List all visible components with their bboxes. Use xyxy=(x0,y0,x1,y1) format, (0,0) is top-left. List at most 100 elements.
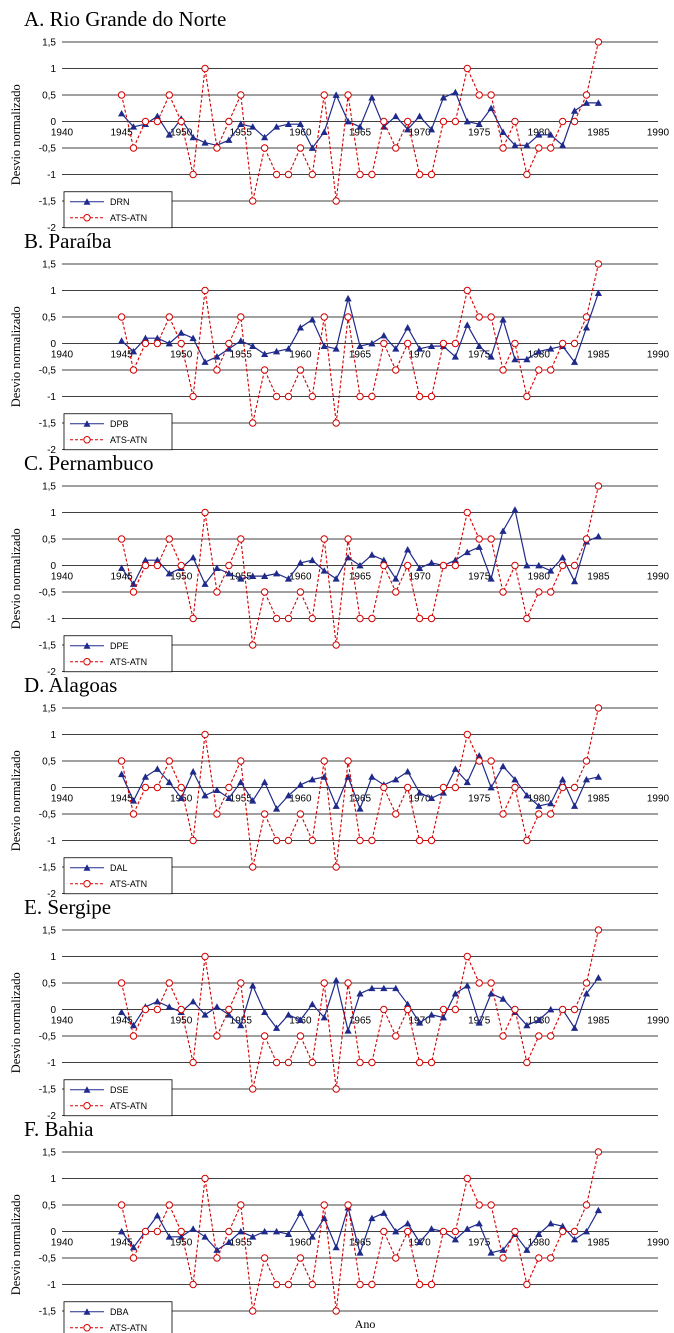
data-point-triangle xyxy=(523,355,531,363)
legend-marker-circle xyxy=(83,658,91,666)
data-point-triangle xyxy=(213,1003,221,1010)
data-point-triangle xyxy=(272,569,281,577)
data-point-circle xyxy=(332,419,340,427)
data-point-circle xyxy=(237,91,245,99)
data-point-triangle xyxy=(487,575,495,582)
data-point-triangle xyxy=(153,765,161,772)
y-tick-label: 1 xyxy=(50,286,56,297)
data-point-triangle xyxy=(296,781,304,788)
data-point-triangle xyxy=(451,353,459,360)
data-point-circle xyxy=(153,1005,162,1014)
data-point-circle xyxy=(547,366,555,374)
x-tick-label: 1990 xyxy=(647,794,670,805)
data-point-triangle xyxy=(559,1222,567,1230)
x-tick-label: 1950 xyxy=(170,1016,193,1027)
chart-panel-6: F. Bahia1,510,50-0,5-1-1,5-2194019451950… xyxy=(9,1117,670,1333)
data-point-circle xyxy=(129,1032,138,1040)
x-tick-label: 1965 xyxy=(349,128,372,139)
data-point-triangle xyxy=(427,1011,436,1018)
legend-label: DBA xyxy=(110,1307,129,1317)
data-point-circle xyxy=(475,313,483,321)
data-point-circle xyxy=(499,144,507,152)
x-tick-label: 1955 xyxy=(230,350,253,361)
data-point-circle xyxy=(439,1005,448,1014)
data-point-circle xyxy=(427,614,436,623)
data-point-triangle xyxy=(189,553,197,561)
data-point-triangle xyxy=(451,556,459,564)
data-point-circle xyxy=(320,535,328,543)
data-point-triangle xyxy=(547,567,555,574)
y-tick-label: -1,5 xyxy=(39,419,57,430)
data-point-triangle xyxy=(570,577,579,585)
data-point-circle xyxy=(570,561,579,570)
data-point-triangle xyxy=(427,559,436,566)
data-point-circle xyxy=(380,783,388,792)
chart-panel-5: E. Sergipe 1,5 1 0,5 0 -0,5 -1 -1,5 -2 1940 1945 19… xyxy=(9,895,670,1122)
data-point-triangle xyxy=(582,990,591,997)
data-point-circle xyxy=(380,117,388,126)
chart-panel-2: B. Paraíba 1,5 1 0,5 0 -0,5 -1 -1,5 -2 1940 1945 19… xyxy=(9,229,670,456)
x-tick-label: 1950 xyxy=(170,1238,193,1249)
data-point-circle xyxy=(403,1005,412,1014)
data-point-circle xyxy=(320,979,328,987)
x-tick-label: 1945 xyxy=(110,128,133,139)
data-point-circle xyxy=(523,170,531,179)
data-point-triangle xyxy=(237,120,245,128)
legend-box xyxy=(63,191,173,229)
data-point-triangle xyxy=(570,358,579,365)
data-point-triangle xyxy=(416,1238,424,1245)
data-point-circle xyxy=(380,339,388,348)
x-tick-label: 1985 xyxy=(587,128,610,139)
x-tick-label: 1945 xyxy=(110,350,133,361)
data-point-circle xyxy=(344,313,352,321)
data-point-circle xyxy=(237,535,245,543)
data-point-circle xyxy=(487,535,495,543)
data-point-circle xyxy=(403,783,412,792)
data-point-circle xyxy=(499,1032,507,1040)
data-point-triangle xyxy=(308,556,316,564)
y-tick-label: 1 xyxy=(50,1174,56,1185)
data-point-triangle xyxy=(320,567,328,574)
data-point-triangle xyxy=(308,775,316,783)
data-point-circle xyxy=(451,1005,460,1014)
data-point-circle xyxy=(356,1058,364,1067)
data-point-triangle xyxy=(427,794,436,801)
data-point-circle xyxy=(499,810,507,818)
x-tick-label: 1980 xyxy=(528,794,551,805)
data-point-circle xyxy=(260,1254,269,1262)
data-point-circle xyxy=(308,1280,317,1289)
y-tick-label: -0,5 xyxy=(39,588,57,599)
data-point-triangle xyxy=(523,791,531,799)
data-point-triangle xyxy=(404,324,412,331)
x-tick-label: 1950 xyxy=(170,350,193,361)
x-tick-label: 1965 xyxy=(349,1238,372,1249)
data-point-circle xyxy=(356,1280,364,1289)
data-point-triangle xyxy=(272,123,281,130)
x-tick-label: 1970 xyxy=(408,794,431,805)
data-point-circle xyxy=(558,561,567,570)
data-point-circle xyxy=(415,614,424,623)
legend-marker-triangle xyxy=(83,1086,91,1093)
data-point-circle xyxy=(415,170,424,179)
data-point-triangle xyxy=(356,123,364,130)
data-point-circle xyxy=(511,561,519,570)
y-tick-label: 1 xyxy=(50,952,56,963)
data-point-triangle xyxy=(582,99,591,106)
data-point-circle xyxy=(451,339,460,348)
data-point-circle xyxy=(284,614,293,623)
data-point-triangle xyxy=(153,112,161,120)
data-point-triangle xyxy=(523,561,531,569)
data-point-triangle xyxy=(368,984,376,992)
data-point-circle xyxy=(499,366,507,374)
data-point-triangle xyxy=(368,773,376,780)
data-point-circle xyxy=(153,783,162,792)
data-point-circle xyxy=(463,286,471,295)
data-point-triangle xyxy=(547,131,555,138)
data-point-triangle xyxy=(451,765,459,772)
y-tick-label: -2 xyxy=(47,667,56,678)
x-tick-label: 1960 xyxy=(289,128,312,139)
x-axis-title: Ano xyxy=(355,1317,376,1331)
y-axis-title: Desvio normalizado xyxy=(9,528,23,629)
data-point-circle xyxy=(129,810,138,818)
data-point-triangle xyxy=(237,575,245,582)
